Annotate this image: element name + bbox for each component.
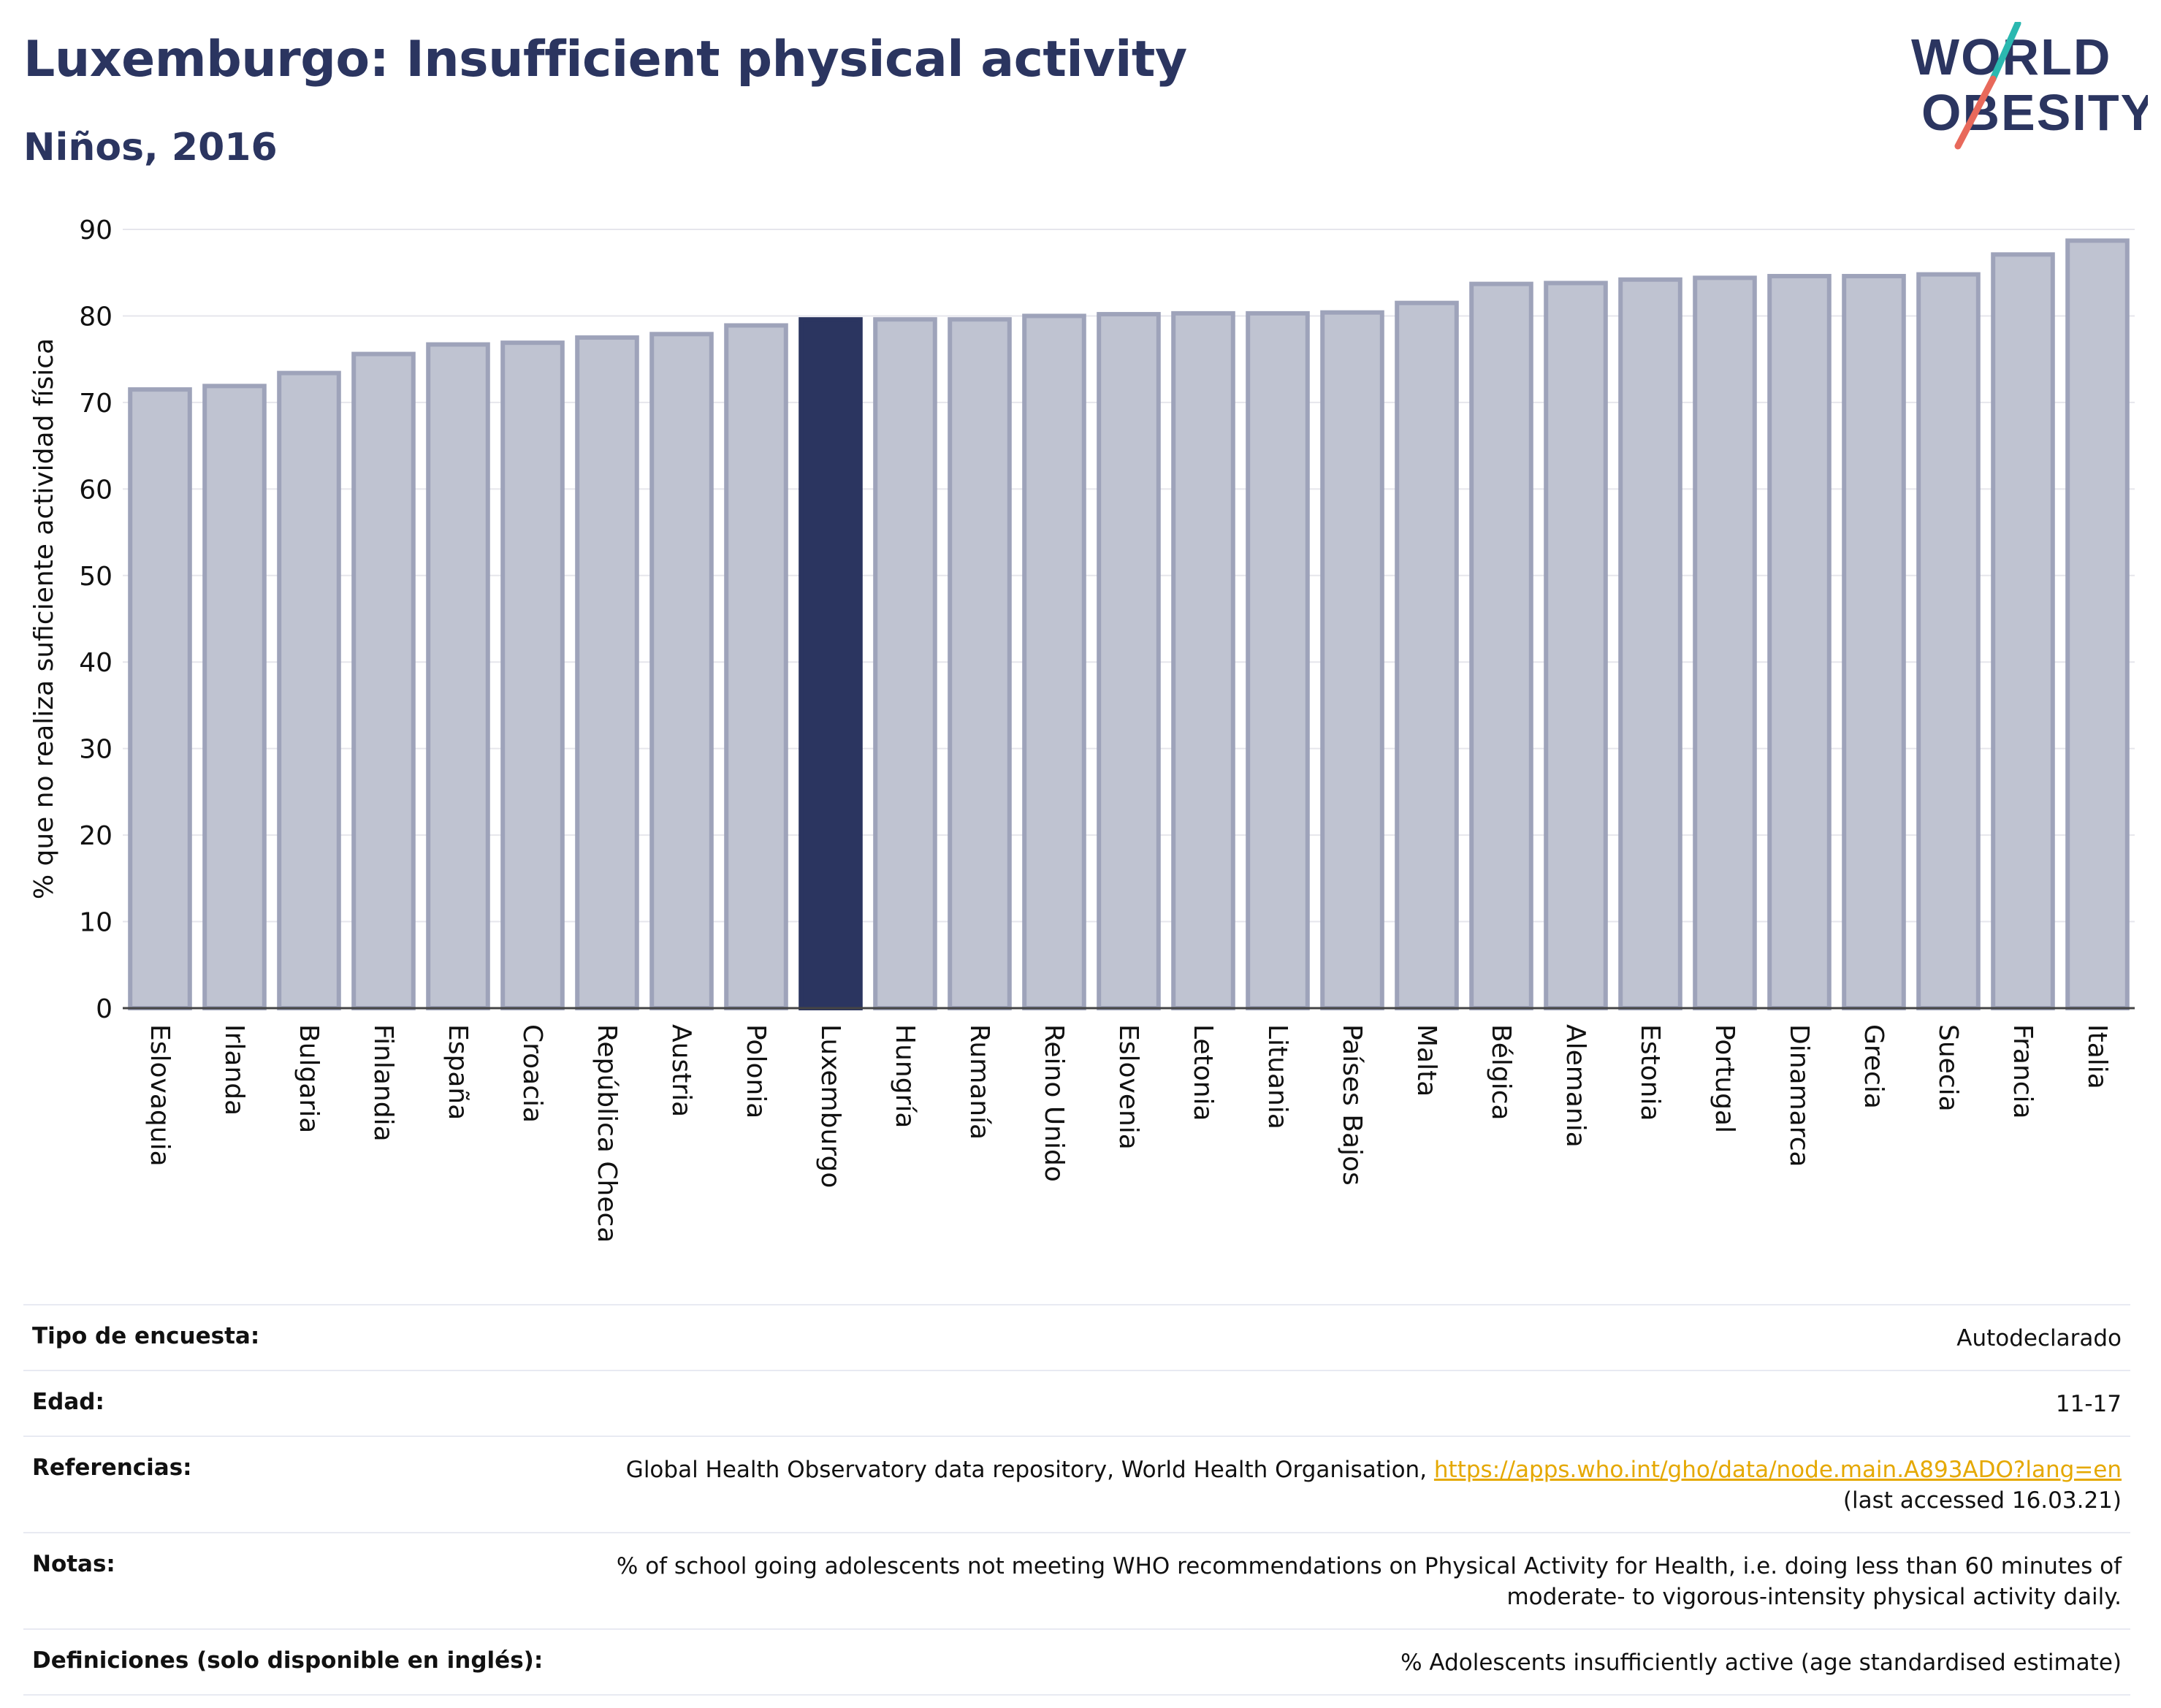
bar-hungría bbox=[873, 317, 937, 1010]
x-tick-label: Estonia bbox=[1635, 1024, 1665, 1121]
age-value: 11-17 bbox=[2055, 1391, 2122, 1417]
bar-países-bajos bbox=[1320, 310, 1384, 1010]
bars bbox=[128, 238, 2130, 1011]
x-tick-label: Países Bajos bbox=[1337, 1024, 1367, 1186]
references-value: Global Health Observatory data repositor… bbox=[626, 1455, 2122, 1516]
x-tick-label: Hungría bbox=[890, 1024, 920, 1128]
x-tick-label: Grecia bbox=[1859, 1024, 1889, 1109]
x-tick-label: Eslovenia bbox=[1113, 1024, 1143, 1150]
bar-finlandia bbox=[351, 351, 416, 1010]
logo-slash-teal bbox=[1989, 22, 2021, 83]
x-tick-label: Rumanía bbox=[964, 1024, 994, 1140]
bar-luxemburgo bbox=[799, 317, 863, 1010]
x-tick-label: Bélgica bbox=[1486, 1024, 1516, 1121]
bar-portugal bbox=[1693, 275, 1757, 1010]
age-label: Edad: bbox=[32, 1389, 104, 1415]
bar-polonia bbox=[724, 323, 788, 1010]
x-tick-label: España bbox=[443, 1024, 473, 1120]
bar-eslovenia bbox=[1097, 312, 1161, 1010]
y-axis-label: % que no realiza suficiente actividad fí… bbox=[29, 338, 59, 899]
x-tick-label: Portugal bbox=[1710, 1024, 1739, 1133]
references-label: Referencias: bbox=[32, 1455, 192, 1481]
y-tick-label: 60 bbox=[79, 475, 113, 505]
bar-chart: 0 10 20 30 40 50 60 70 80 90 Eslovaquia Irlanda Bul… bbox=[29, 216, 2135, 1243]
info-table: Tipo de encuesta: Autodeclarado Edad: 11… bbox=[23, 1304, 2130, 1696]
x-tick-label: Suecia bbox=[1933, 1024, 1963, 1112]
y-tick-label: 70 bbox=[79, 389, 113, 419]
x-tick-label: Reino Unido bbox=[1039, 1024, 1069, 1182]
x-tick-label: Bulgaria bbox=[294, 1024, 324, 1133]
x-tick-label: Lituania bbox=[1262, 1024, 1292, 1129]
x-tick-label: Eslovaquia bbox=[145, 1024, 175, 1167]
bar-bélgica bbox=[1469, 281, 1533, 1010]
bar-dinamarca bbox=[1767, 273, 1832, 1010]
survey-value: Autodeclarado bbox=[1956, 1325, 2122, 1351]
y-tick-label: 50 bbox=[79, 562, 113, 592]
y-axis-ticks: 0 10 20 30 40 50 60 70 80 90 bbox=[79, 216, 113, 1024]
logo-word-obesity: OBESITY bbox=[1921, 84, 2148, 141]
bar-alemania bbox=[1544, 281, 1608, 1010]
y-tick-label: 90 bbox=[79, 216, 113, 245]
bar-estonia bbox=[1618, 277, 1682, 1011]
bar-irlanda bbox=[202, 384, 267, 1010]
survey-label: Tipo de encuesta: bbox=[32, 1323, 260, 1349]
logo-slash-coral bbox=[1954, 75, 1997, 150]
bar-bulgaria bbox=[277, 370, 341, 1010]
x-tick-label: Croacia bbox=[517, 1024, 547, 1123]
x-tick-label: Finlandia bbox=[368, 1024, 398, 1142]
x-axis-ticks: Eslovaquia Irlanda Bulgaria Finlandia España… bbox=[145, 1024, 2112, 1243]
references-accessed: (last accessed 16.03.21) bbox=[1842, 1487, 2122, 1514]
x-tick-label: Polonia bbox=[741, 1024, 771, 1118]
x-tick-label: Irlanda bbox=[219, 1024, 249, 1116]
x-tick-label: Malta bbox=[1411, 1024, 1441, 1097]
x-tick-label: Alemania bbox=[1560, 1024, 1590, 1148]
bar-croacia bbox=[500, 340, 565, 1010]
bar-eslovaquia bbox=[128, 387, 192, 1010]
notes-value: % of school going adolescents not meetin… bbox=[616, 1553, 2122, 1610]
bar-francia bbox=[1991, 252, 2055, 1010]
x-tick-label: Austria bbox=[666, 1024, 696, 1117]
definitions-value: % Adolescents insufficiently active (age… bbox=[1400, 1650, 2122, 1676]
y-tick-label: 10 bbox=[79, 908, 113, 938]
info-row-age: Edad: 11-17 bbox=[23, 1370, 2130, 1436]
bar-rumanía bbox=[948, 317, 1012, 1010]
chart-title: Luxemburgo: Insufficient physical activi… bbox=[23, 31, 1187, 88]
y-tick-label: 30 bbox=[79, 735, 113, 765]
y-tick-label: 40 bbox=[79, 648, 113, 678]
info-row-references: Referencias: Global Health Observatory d… bbox=[23, 1436, 2130, 1532]
world-obesity-logo: WORLD OBESITY bbox=[1911, 22, 2148, 150]
bar-malta bbox=[1395, 300, 1459, 1010]
x-tick-label: Francia bbox=[2008, 1024, 2038, 1119]
bar-suecia bbox=[1916, 272, 1981, 1010]
bar-austria bbox=[649, 332, 714, 1011]
x-tick-label: Luxemburgo bbox=[815, 1024, 845, 1188]
bar-grecia bbox=[1842, 273, 1906, 1010]
references-link[interactable]: https://apps.who.int/gho/data/node.main.… bbox=[1433, 1457, 2122, 1483]
bar-reino-unido bbox=[1022, 313, 1086, 1010]
x-tick-label: República Checa bbox=[592, 1024, 622, 1243]
x-tick-label: Italia bbox=[2082, 1024, 2112, 1089]
bar-españa bbox=[426, 342, 490, 1010]
chart-subtitle: Niños, 2016 bbox=[23, 126, 278, 169]
info-row-definitions: Definiciones (solo disponible en inglés)… bbox=[23, 1628, 2130, 1696]
definitions-label: Definiciones (solo disponible en inglés)… bbox=[32, 1647, 544, 1674]
bar-letonia bbox=[1171, 310, 1235, 1010]
y-tick-label: 0 bbox=[96, 994, 113, 1024]
y-tick-label: 20 bbox=[79, 821, 113, 851]
x-tick-label: Letonia bbox=[1188, 1024, 1218, 1121]
info-row-notes: Notas: % of school going adolescents not… bbox=[23, 1532, 2130, 1628]
x-tick-label: Dinamarca bbox=[1784, 1024, 1814, 1167]
references-text: Global Health Observatory data repositor… bbox=[625, 1457, 1434, 1483]
bar-lituania bbox=[1246, 310, 1310, 1010]
y-tick-label: 80 bbox=[79, 302, 113, 332]
info-row-survey: Tipo de encuesta: Autodeclarado bbox=[23, 1304, 2130, 1370]
notes-label: Notas: bbox=[32, 1551, 115, 1577]
bar-italia bbox=[2065, 238, 2130, 1010]
bar-república-checa bbox=[575, 335, 639, 1010]
